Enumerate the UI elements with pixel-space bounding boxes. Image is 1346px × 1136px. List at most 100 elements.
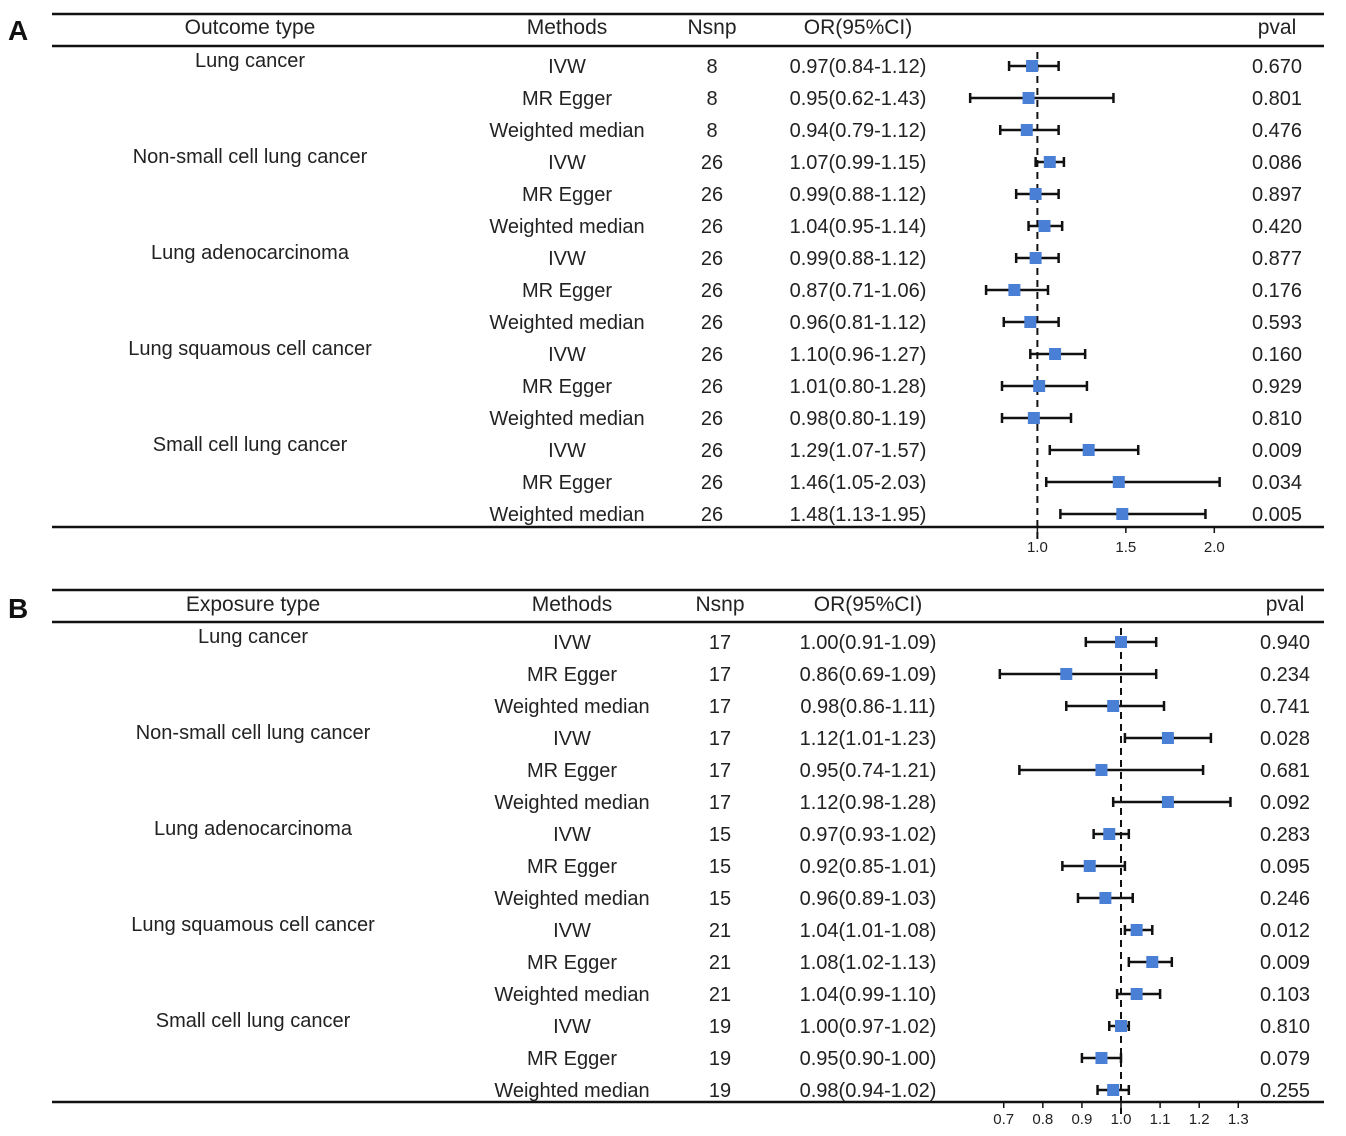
panel-b-pval-cell: 0.940 [1260,632,1310,654]
panel-a-point-marker [1008,284,1021,296]
panel-a-nsnp-cell: 26 [701,216,723,238]
panel-b-nsnp-cell: 17 [709,664,731,686]
panel-a-header-nsnp: Nsnp [687,16,736,39]
panel-a-method-cell: MR Egger [522,472,612,494]
panel-b-group-label: Small cell lung cancer [156,1010,351,1032]
panel-a-point-marker [1116,508,1129,520]
panel-a-point-marker [1049,348,1062,360]
panel-a-or-cell: 0.87(0.71-1.06) [790,280,927,302]
panel-a-or-cell: 0.96(0.81-1.12) [790,312,927,334]
panel-a-or-cell: 1.29(1.07-1.57) [790,440,927,462]
panel-a-header-pval: pval [1258,16,1297,39]
panel-b-nsnp-cell: 17 [709,696,731,718]
panel-b-group-label: Non-small cell lung cancer [136,722,371,744]
panel-a-method-cell: MR Egger [522,376,612,398]
panel-b-group-label: Lung adenocarcinoma [154,818,353,840]
panel-b-point-marker [1083,860,1096,872]
panel-b-method-cell: Weighted median [494,792,649,814]
panel-a-nsnp-cell: 26 [701,472,723,494]
panel-a-axis-tick-label: 2.0 [1204,539,1225,556]
panel-b-nsnp-cell: 21 [709,984,731,1006]
panel-b-pval-cell: 0.283 [1260,824,1310,846]
panel-b-axis-tick-label: 1.2 [1189,1111,1210,1128]
panel-b-point-marker [1095,1052,1108,1064]
panel-b-point-marker [1161,732,1174,744]
panel-b-method-cell: Weighted median [494,696,649,718]
panel-b-pval-cell: 0.681 [1260,760,1310,782]
panel-a-group-label: Lung adenocarcinoma [151,242,350,264]
panel-a-or-cell: 0.99(0.88-1.12) [790,184,927,206]
panel-a-group-label: Lung squamous cell cancer [128,338,372,360]
panel-a-group-label: Non-small cell lung cancer [133,146,368,168]
panel-a-method-cell: MR Egger [522,88,612,110]
panel-a-or-cell: 0.94(0.79-1.12) [790,120,927,142]
panel-a-method-cell: IVW [548,56,586,78]
panel-a-point-marker [1022,92,1035,104]
panel-a-label: A [8,15,28,46]
panel-b-nsnp-cell: 17 [709,760,731,782]
panel-a-method-cell: IVW [548,248,586,270]
panel-b-header-group: Exposure type [186,593,320,616]
panel-a-method-cell: MR Egger [522,184,612,206]
panel-b-or-cell: 0.92(0.85-1.01) [800,856,937,878]
panel-a-pval-cell: 0.176 [1252,280,1302,302]
panel-b-axis-tick-label: 0.7 [993,1111,1014,1128]
panel-a-or-cell: 1.10(0.96-1.27) [790,344,927,366]
panel-a-nsnp-cell: 26 [701,504,723,526]
panel-b-pval-cell: 0.103 [1260,984,1310,1006]
panel-b-nsnp-cell: 15 [709,888,731,910]
panel-a-pval-cell: 0.476 [1252,120,1302,142]
panel-a-pval-cell: 0.593 [1252,312,1302,334]
panel-a-nsnp-cell: 26 [701,280,723,302]
panel-b-or-cell: 1.12(1.01-1.23) [800,728,937,750]
panel-a-axis-tick-label: 1.0 [1027,539,1048,556]
panel-b-pval-cell: 0.234 [1260,664,1310,686]
panel-b-point-marker [1161,796,1174,808]
panel-b-nsnp-cell: 15 [709,824,731,846]
panel-b-point-marker [1115,1020,1127,1032]
panel-a-point-marker [1029,188,1042,200]
panel-a-method-cell: IVW [548,344,586,366]
panel-b-nsnp-cell: 17 [709,728,731,750]
panel-a-pval-cell: 0.801 [1252,88,1302,110]
panel-b-point-marker [1107,700,1120,712]
panel-a-nsnp-cell: 26 [701,376,723,398]
panel-a-nsnp-cell: 26 [701,184,723,206]
panel-b-method-cell: IVW [553,824,591,846]
panel-b-point-marker [1107,1084,1120,1096]
panel-a-or-cell: 0.95(0.62-1.43) [790,88,927,110]
panel-a-nsnp-cell: 8 [706,120,717,142]
panel-b-or-cell: 1.04(0.99-1.10) [800,984,937,1006]
panel-b-or-cell: 1.04(1.01-1.08) [800,920,937,942]
panel-a-nsnp-cell: 26 [701,152,723,174]
panel-a-point-marker [1027,412,1040,424]
panel-a-nsnp-cell: 26 [701,248,723,270]
panel-a-pval-cell: 0.086 [1252,152,1302,174]
panel-a-header-or: OR(95%CI) [804,16,913,39]
panel-a-axis-tick-label: 1.5 [1115,539,1136,556]
panel-b-axis-tick-label: 1.3 [1228,1111,1249,1128]
panel-b-method-cell: Weighted median [494,1080,649,1102]
panel-a-method-cell: IVW [548,440,586,462]
panel-a-point-marker [1026,60,1039,72]
panel-b-pval-cell: 0.810 [1260,1016,1310,1038]
panel-b-nsnp-cell: 17 [709,792,731,814]
panel-a-pval-cell: 0.160 [1252,344,1302,366]
panel-a-or-cell: 1.07(0.99-1.15) [790,152,927,174]
panel-a-method-cell: IVW [548,152,586,174]
panel-a-method-cell: Weighted median [489,312,644,334]
panel-b-nsnp-cell: 19 [709,1016,731,1038]
panel-b-point-marker [1130,924,1143,936]
panel-b-method-cell: MR Egger [527,664,617,686]
panel-b-nsnp-cell: 21 [709,920,731,942]
panel-b-nsnp-cell: 15 [709,856,731,878]
panel-a-point-marker [1038,220,1051,232]
panel-b-or-cell: 0.98(0.94-1.02) [800,1080,937,1102]
panel-b-method-cell: MR Egger [527,856,617,878]
panel-b-pval-cell: 0.095 [1260,856,1310,878]
panel-b-point-marker [1146,956,1159,968]
panel-b-or-cell: 0.95(0.90-1.00) [800,1048,937,1070]
panel-a-method-cell: Weighted median [489,216,644,238]
panel-b-or-cell: 0.97(0.93-1.02) [800,824,937,846]
